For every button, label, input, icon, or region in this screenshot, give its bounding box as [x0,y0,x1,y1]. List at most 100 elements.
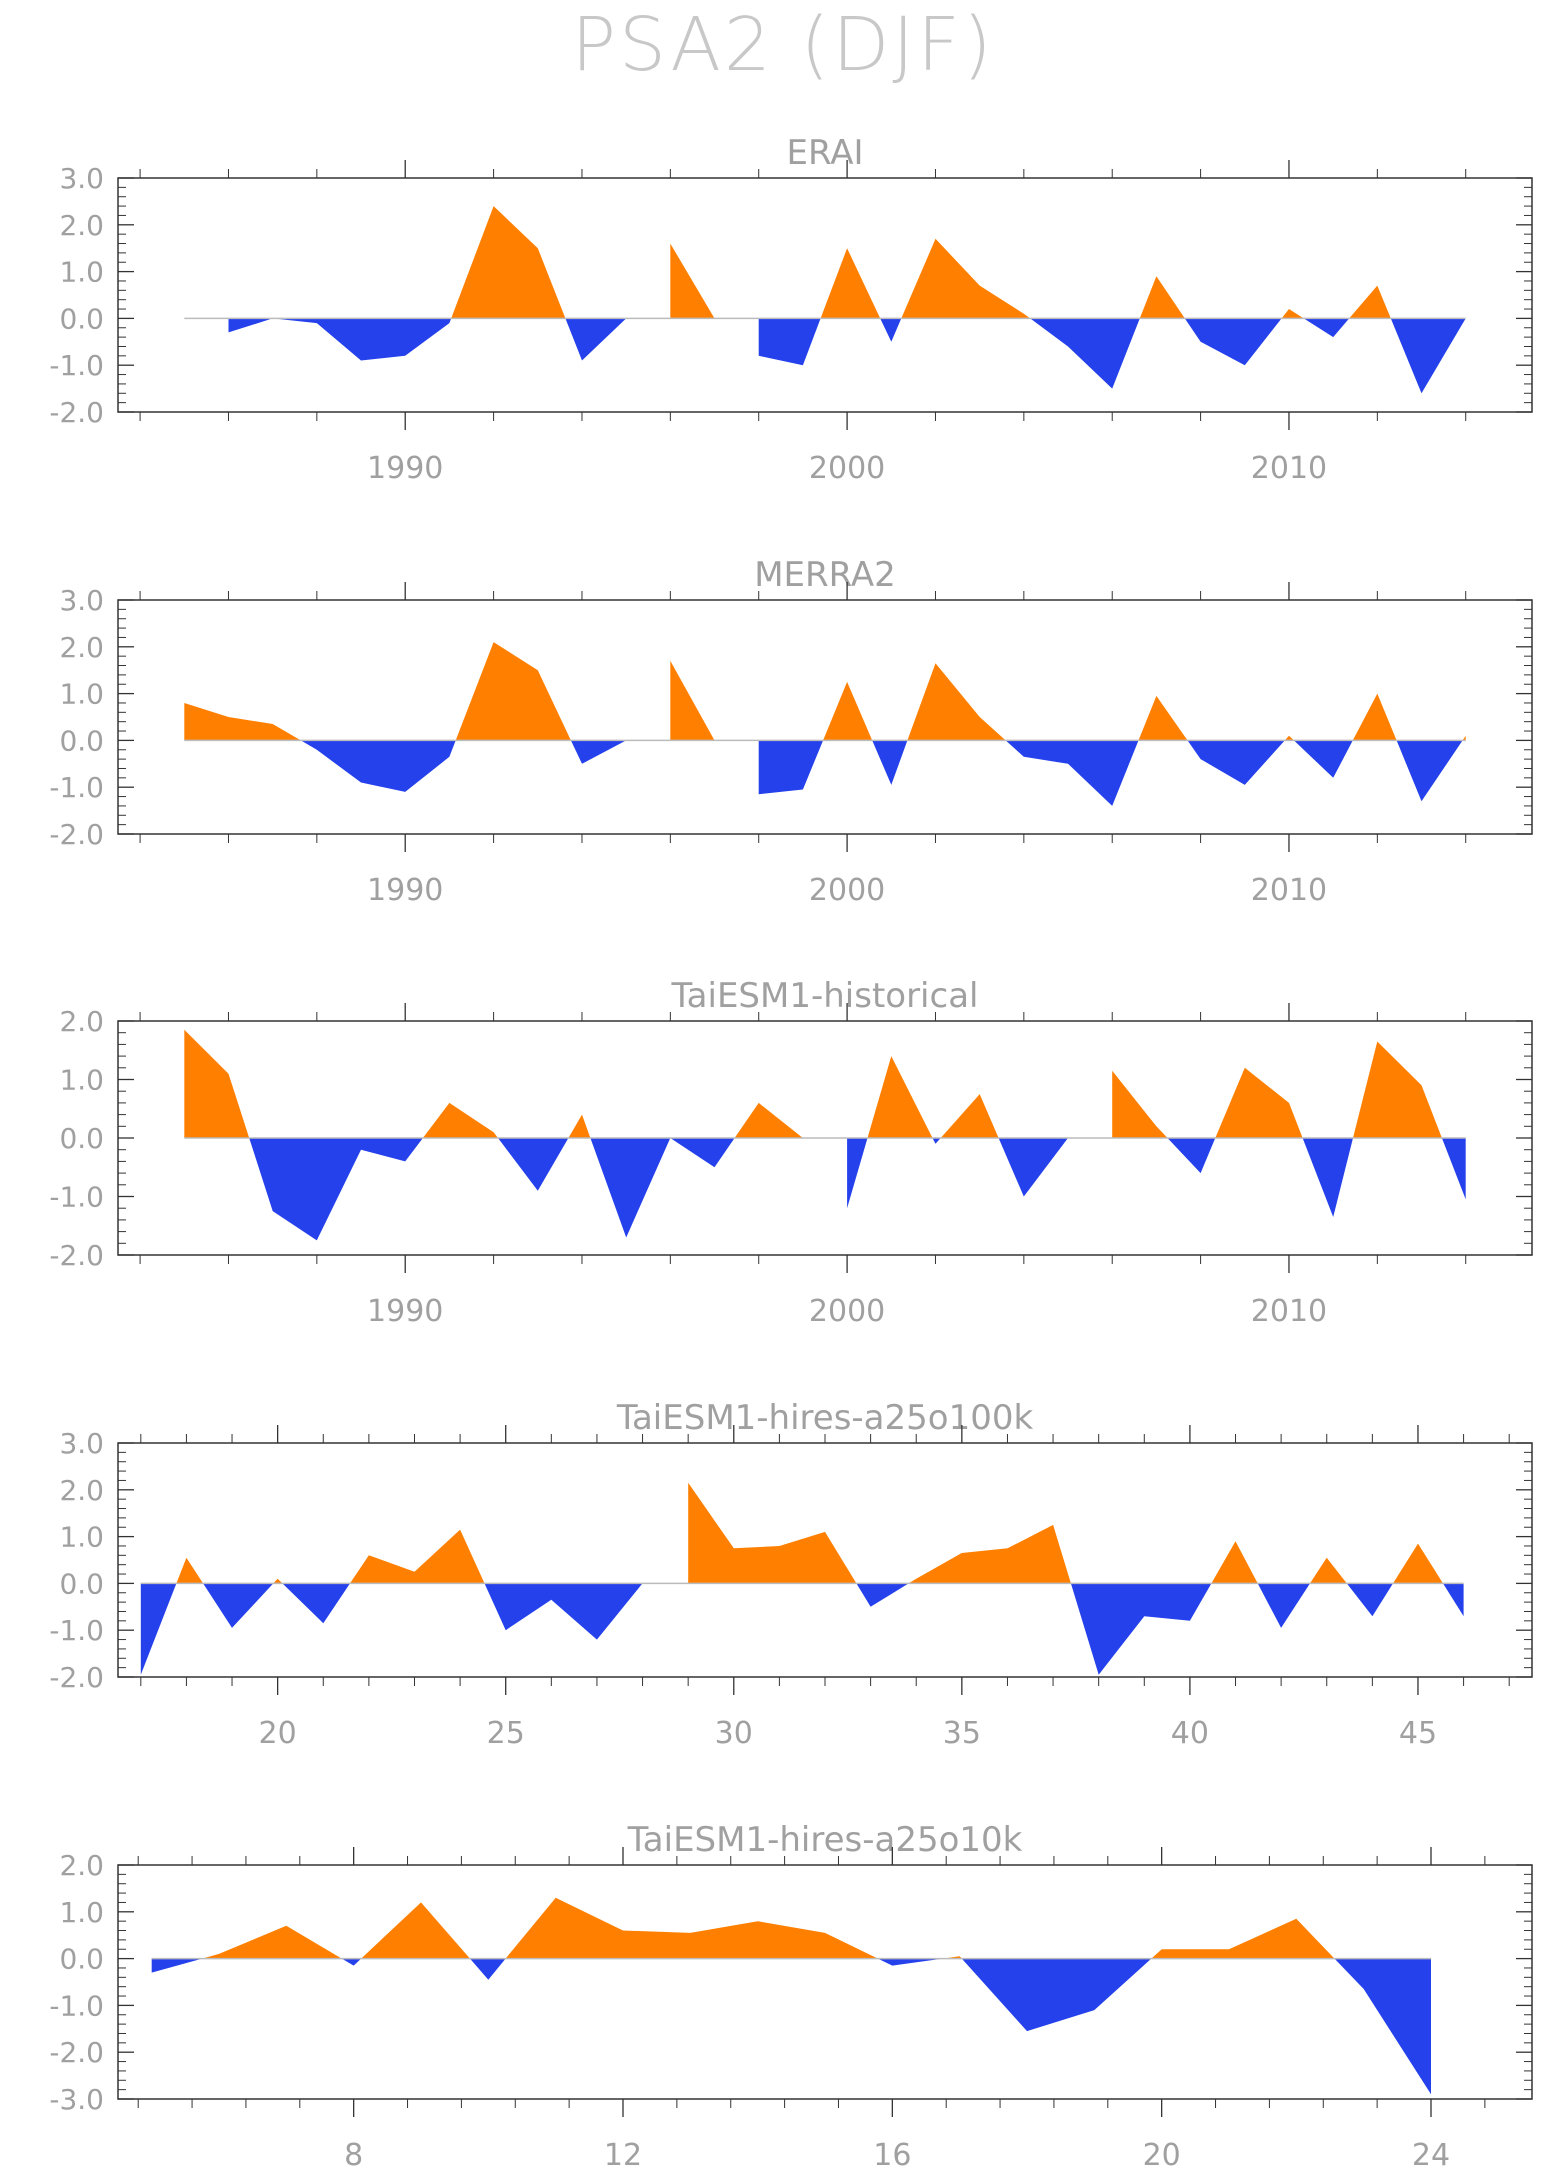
negative-area [1303,318,1350,338]
figure-title: PSA2 (DJF) [571,2,995,88]
y-tick-label: 2.0 [59,1849,104,1882]
negative-area [872,740,908,785]
negative-area [1184,318,1282,366]
negative-area [249,1138,423,1241]
negative-area [570,740,627,764]
x-tick-label: 2010 [1251,451,1327,486]
chart-panel-4: TaiESM1-hires-a25o100k -2.0 -1.0 0.0 1.0 2.0 3… [49,1398,1533,1751]
negative-area [758,318,821,366]
plot-frame [117,599,1533,835]
negative-area [847,1138,868,1209]
x-tick-label: 2010 [1251,1294,1327,1329]
y-tick-label: 2.0 [59,631,104,664]
y-tick-label: 3.0 [59,162,104,195]
y-tick-label: -1.0 [49,1181,104,1214]
negative-area [1005,740,1139,806]
x-tick-label: 24 [1412,2138,1450,2172]
panel-title: TaiESM1-hires-a25o10k [627,1820,1023,1860]
y-tick-label: -3.0 [49,2083,104,2116]
x-tick-label: 1990 [367,451,443,486]
negative-area [590,1138,735,1238]
negative-area [932,1138,941,1144]
panel-title: TaiESM1-historical [671,976,979,1016]
positive-area [1211,1541,1258,1584]
y-tick-label: 1.0 [59,1064,104,1097]
data-point [1465,735,1466,736]
positive-area [734,1102,803,1138]
chart-panel-1: ERAI -2.0 -1.0 0.0 1.0 2.0 3.0 1990 2000 2010 [49,133,1533,486]
negative-area [140,1583,177,1675]
negative-area [856,1583,909,1607]
positive-area [688,1482,857,1584]
negative-area [961,1958,1152,2032]
positive-area [1215,1067,1303,1138]
negative-area [1187,740,1285,785]
x-tick-label: 2010 [1251,873,1327,908]
positive-area [176,1557,204,1584]
y-tick-label: 0.0 [59,302,104,335]
x-tick-label: 20 [1143,2138,1181,2172]
chart-panel-2: MERRA2 -2.0 -1.0 0.0 1.0 2.0 3.0 1990 2000 2010 [49,555,1533,908]
positive-area [451,206,566,319]
y-tick-label: -2.0 [49,396,104,429]
y-tick-label: 2.0 [59,1005,104,1038]
x-tick-label: 2000 [809,451,885,486]
negative-area [228,318,452,361]
positive-area [867,1056,933,1138]
y-tick-label: -2.0 [49,1239,104,1272]
y-tick-label: 0.0 [59,724,104,757]
negative-area [1293,740,1353,778]
data-point [846,1208,847,1209]
panel-title: MERRA2 [754,555,896,595]
x-tick-label: 12 [604,2138,642,2172]
positive-area [273,1578,283,1584]
negative-area [1390,318,1466,394]
positive-area [1353,1041,1442,1138]
negative-area [282,1583,350,1624]
positive-area [1284,735,1294,741]
negative-area [998,1138,1068,1197]
negative-area [151,1958,203,1973]
y-tick-label: 3.0 [59,584,104,617]
positive-area [1281,309,1304,319]
negative-area [1443,1583,1464,1617]
negative-area [1334,1958,1431,2095]
positive-area [1138,695,1188,741]
positive-area [823,681,873,741]
negative-area [758,740,824,795]
negative-area [300,740,456,792]
positive-area [350,1529,485,1584]
chart-panel-5: TaiESM1-hires-a25o10k -3.0 -2.0 -1.0 0.0 1.0 2… [49,1820,1533,2172]
negative-area [1346,1583,1393,1617]
y-tick-label: 0.0 [59,1122,104,1155]
chart-panel-3: TaiESM1-historical -2.0 -1.0 0.0 1.0 2.0 1990 2… [49,976,1533,1329]
positive-area [202,1925,342,1959]
panel-title: TaiESM1-hires-a25o100k [616,1398,1034,1438]
y-tick-label: -2.0 [49,1661,104,1694]
x-tick-label: 2000 [809,873,885,908]
y-tick-label: 1.0 [59,256,104,289]
positive-area [670,660,715,741]
negative-area [484,1583,643,1640]
positive-area [820,248,881,319]
positive-area [1310,1557,1347,1584]
x-tick-label: 1990 [367,1294,443,1329]
plot-frame [117,1864,1533,2100]
negative-area [880,318,902,342]
y-tick-label: -1.0 [49,1614,104,1647]
positive-area [908,1524,1071,1584]
positive-area [940,1094,999,1138]
y-tick-label: 3.0 [59,1427,104,1460]
y-tick-label: 1.0 [59,1896,104,1929]
y-tick-label: 1.0 [59,1521,104,1554]
y-tick-label: 0.0 [59,1943,104,1976]
negative-area [1070,1583,1212,1675]
positive-area [907,663,1006,741]
negative-area [1257,1583,1310,1628]
x-tick-label: 20 [259,1716,297,1751]
negative-area [203,1583,274,1628]
y-tick-label: -2.0 [49,818,104,851]
positive-area [184,1029,250,1138]
positive-area [1462,735,1466,741]
y-tick-label: 2.0 [59,209,104,242]
